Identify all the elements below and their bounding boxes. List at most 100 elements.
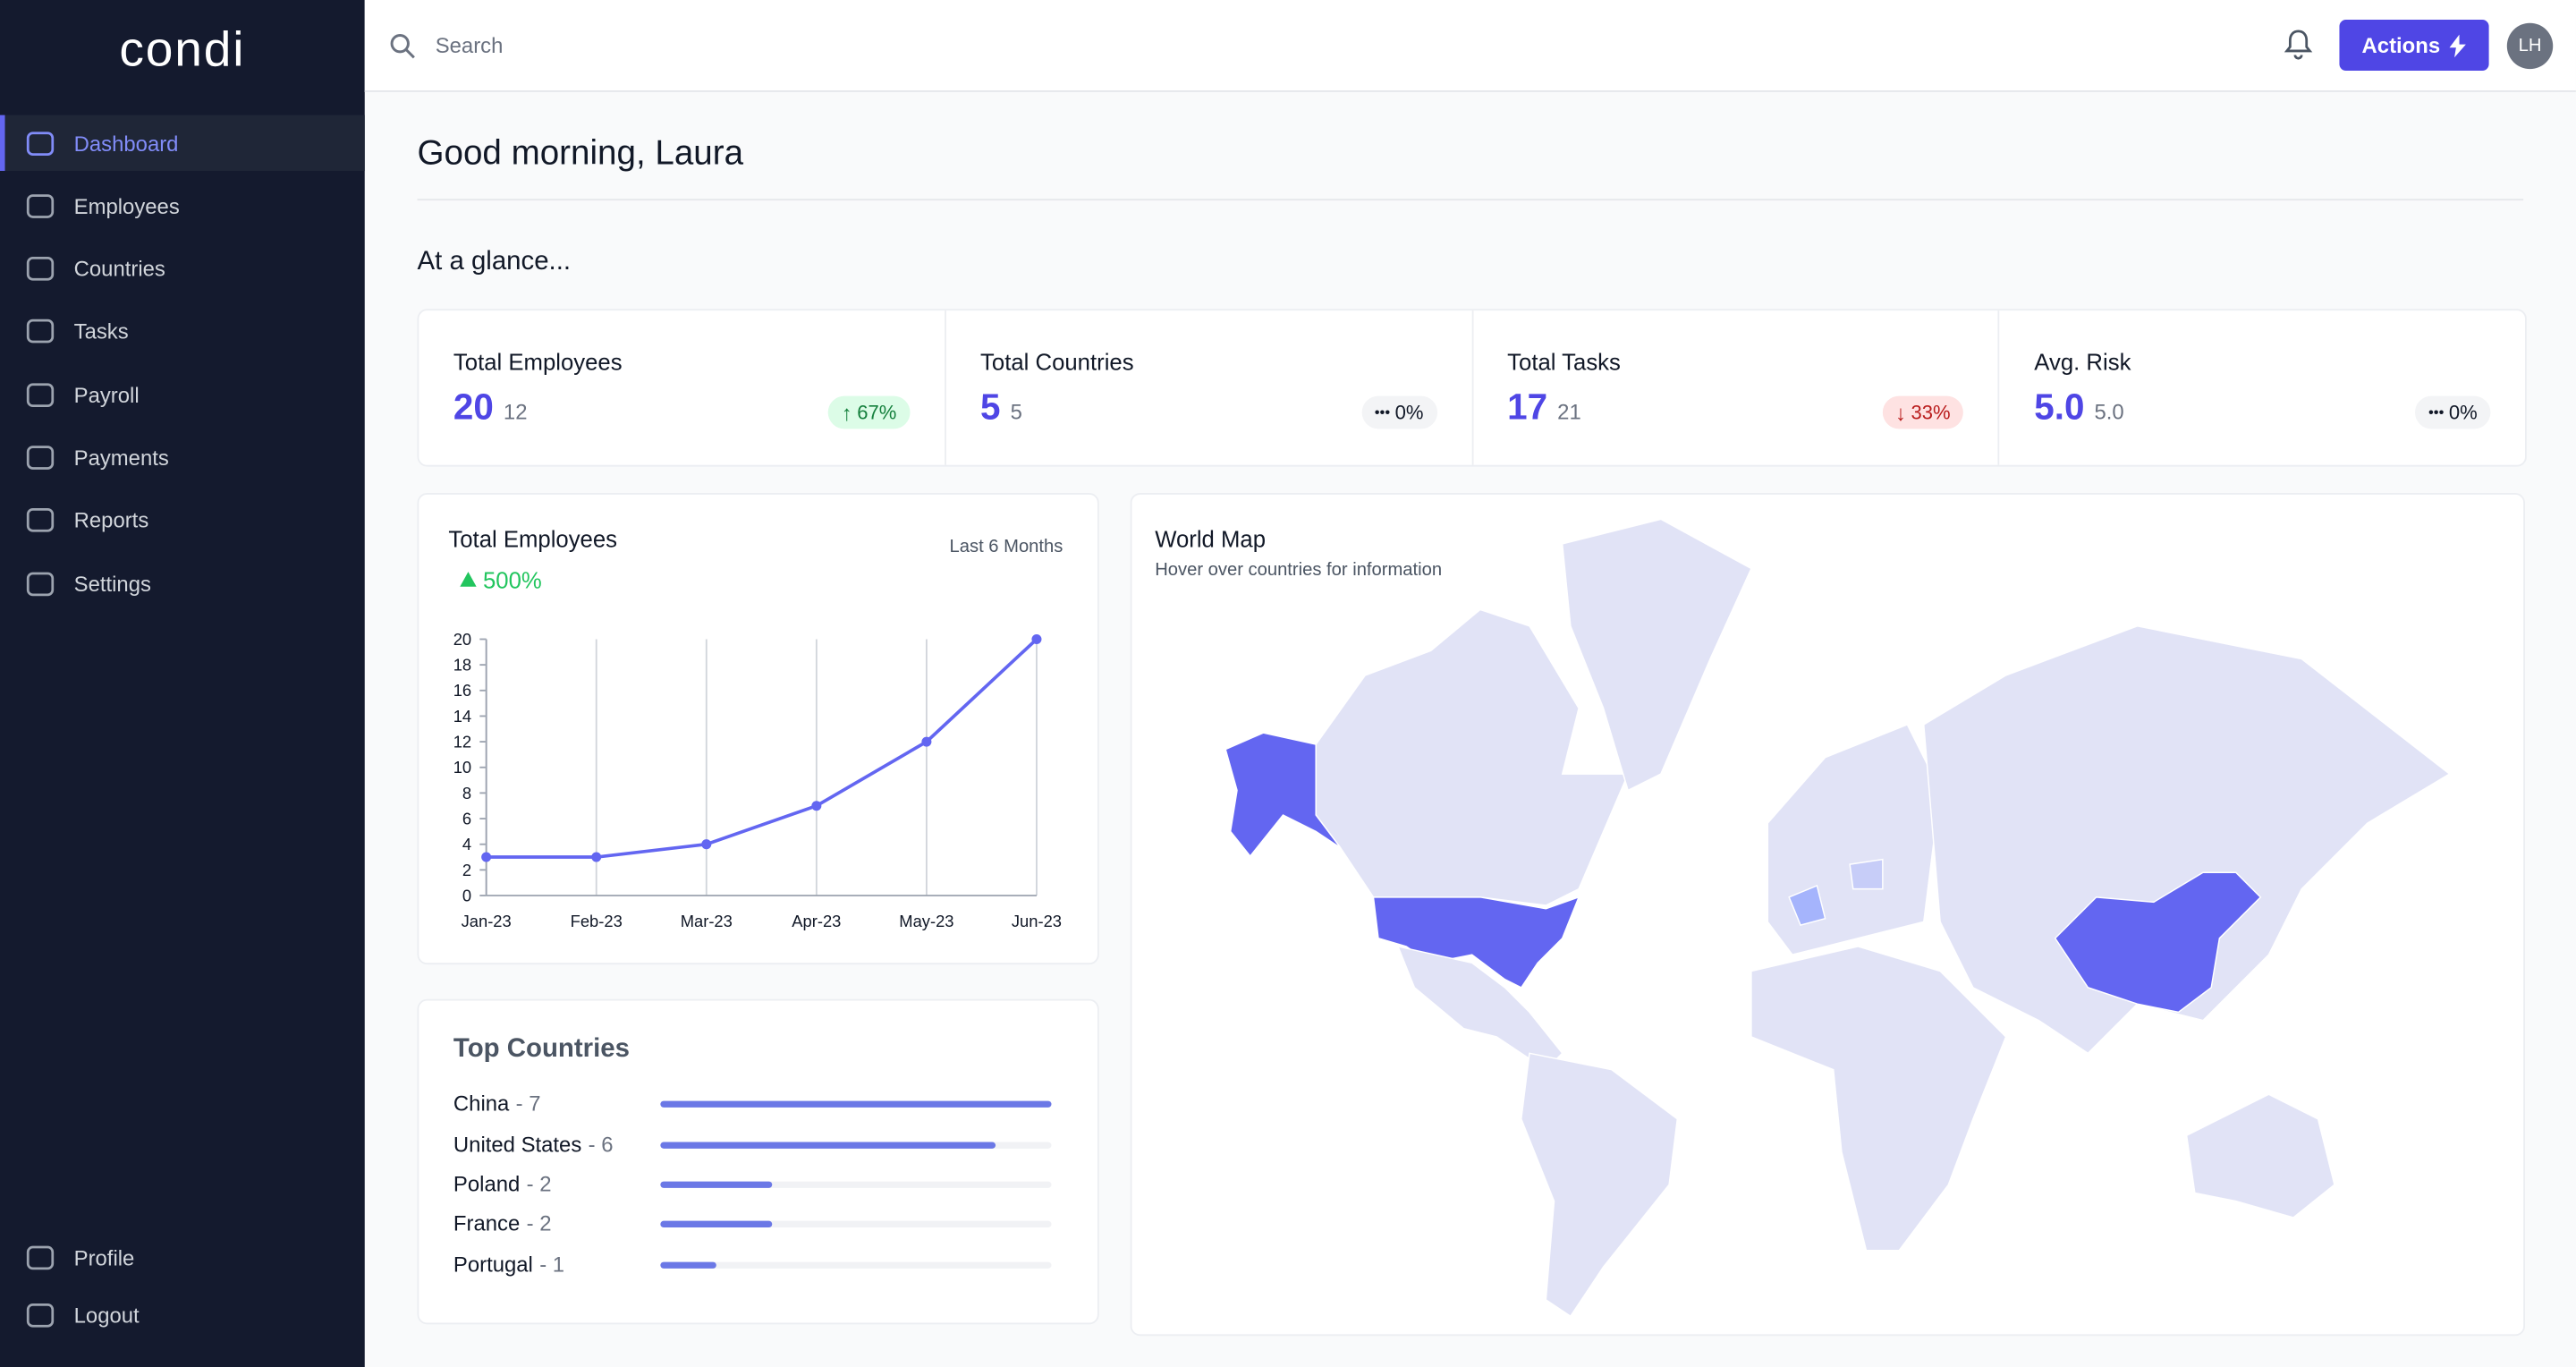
previous-value: 21: [1557, 399, 1581, 424]
country[interactable]: [1750, 946, 2007, 1252]
country[interactable]: [1767, 724, 1941, 955]
bar: [660, 1220, 773, 1228]
nav-icon: [26, 382, 55, 407]
country-row: China - 7: [453, 1091, 541, 1117]
country-name: France: [453, 1210, 521, 1236]
nav-icon: [26, 318, 55, 343]
country-count: - 2: [526, 1210, 552, 1236]
nav-item[interactable]: Countries: [0, 240, 365, 295]
icon-shape: [26, 193, 55, 217]
nav-item[interactable]: Employees: [0, 177, 365, 233]
country[interactable]: [1788, 884, 1826, 926]
nav-item[interactable]: Settings: [0, 556, 365, 611]
stat-label: Total Employees: [453, 348, 623, 375]
nav-icon: [26, 1303, 55, 1327]
nav-label: Payroll: [73, 382, 140, 407]
stat-value: 5.0 5.0: [2034, 386, 2123, 429]
change-badge: ↑ 67%: [828, 395, 911, 429]
bar-track: [660, 1100, 1052, 1108]
country[interactable]: [1849, 858, 1884, 890]
nav-label: Employees: [73, 192, 180, 218]
x-tick-label: Apr-23: [792, 912, 841, 930]
map-subtitle: Hover over countries for information: [1155, 560, 1442, 580]
previous-value: 5: [1010, 399, 1022, 424]
actions-button[interactable]: Actions: [2339, 20, 2489, 71]
map: [1224, 518, 2451, 1318]
y-tick-label: 10: [453, 758, 471, 777]
nav-label: Tasks: [73, 318, 129, 343]
icon-shape: [26, 131, 55, 156]
avatar[interactable]: LH: [2506, 22, 2554, 70]
value: 20: [453, 386, 494, 428]
section-title: At a glance...: [417, 248, 572, 276]
nav-item[interactable]: Payments: [0, 429, 365, 484]
stat: Total Tasks 17 21 ↓ 33%: [1470, 310, 1998, 465]
nav-icon: [26, 507, 55, 531]
country-name: United States: [453, 1132, 582, 1158]
nav-item[interactable]: Logout: [0, 1286, 365, 1342]
country[interactable]: [1521, 1052, 1679, 1318]
nav-item[interactable]: Profile: [0, 1229, 365, 1285]
country-row: United States - 6: [453, 1132, 614, 1157]
bar-track: [660, 1220, 1052, 1228]
country[interactable]: [1396, 945, 1563, 1071]
nav-label: Settings: [73, 571, 151, 596]
nav-label: Payments: [73, 444, 169, 470]
nav-item[interactable]: Reports: [0, 491, 365, 547]
country[interactable]: [2054, 871, 2262, 1014]
stat-label: Avg. Risk: [2034, 348, 2131, 375]
bar: [660, 1100, 1052, 1108]
x-tick-label: May-23: [899, 912, 953, 930]
change: 0%: [1394, 401, 1424, 424]
value: 5: [980, 386, 1001, 428]
point: [481, 852, 492, 862]
value: 5.0: [2034, 386, 2085, 428]
country-row: Portugal - 1: [453, 1252, 564, 1278]
country[interactable]: [1923, 625, 2451, 1055]
nav-label: Dashboard: [73, 131, 179, 156]
country-row: France - 2: [453, 1211, 552, 1236]
nav-label: Countries: [73, 255, 165, 281]
icon-shape: [26, 1303, 55, 1327]
x-tick-label: Jan-23: [462, 912, 512, 930]
y-tick-label: 4: [462, 835, 471, 853]
previous-value: 5.0: [2094, 399, 2124, 424]
nav-item[interactable]: Tasks: [0, 302, 365, 358]
country-name: Portugal: [453, 1252, 533, 1278]
point: [811, 801, 822, 811]
bar: [660, 1181, 773, 1188]
trend-icon: •••: [2428, 403, 2445, 421]
country-count: - 2: [526, 1171, 552, 1197]
chart-period: Last 6 Months: [950, 537, 1063, 556]
stat: Avg. Risk 5.0 5.0 ••• 0%: [1997, 310, 2525, 465]
y-tick-label: 14: [453, 707, 471, 726]
change-badge: ••• 0%: [1361, 395, 1437, 429]
country[interactable]: [2185, 1093, 2335, 1218]
icon-shape: [26, 318, 55, 343]
line: [486, 638, 1038, 859]
country[interactable]: [1224, 732, 1342, 858]
country[interactable]: [1561, 518, 1752, 792]
y-tick-label: 18: [453, 656, 471, 675]
bar-track: [660, 1261, 1052, 1269]
country-count: - 7: [515, 1091, 541, 1117]
bar-track: [660, 1142, 1052, 1149]
nav-item[interactable]: Dashboard: [0, 115, 365, 172]
change: 0%: [2448, 401, 2478, 424]
search-input[interactable]: Search: [435, 32, 504, 58]
previous-value: 12: [503, 399, 528, 424]
notifications[interactable]: [2284, 28, 2313, 61]
icon-shape: [26, 571, 55, 596]
greeting: Good morning, Laura: [417, 134, 744, 173]
nav-icon: [26, 571, 55, 596]
logo: condi: [119, 22, 246, 78]
y-tick-label: 0: [462, 886, 471, 904]
stat-value: 17 21: [1507, 386, 1581, 429]
card-title: Top Countries: [453, 1035, 630, 1064]
button-label: Actions: [2361, 32, 2441, 58]
nav-item[interactable]: Payroll: [0, 367, 365, 422]
stat: Total Countries 5 5 ••• 0%: [944, 310, 1471, 465]
country[interactable]: [1372, 896, 1580, 989]
